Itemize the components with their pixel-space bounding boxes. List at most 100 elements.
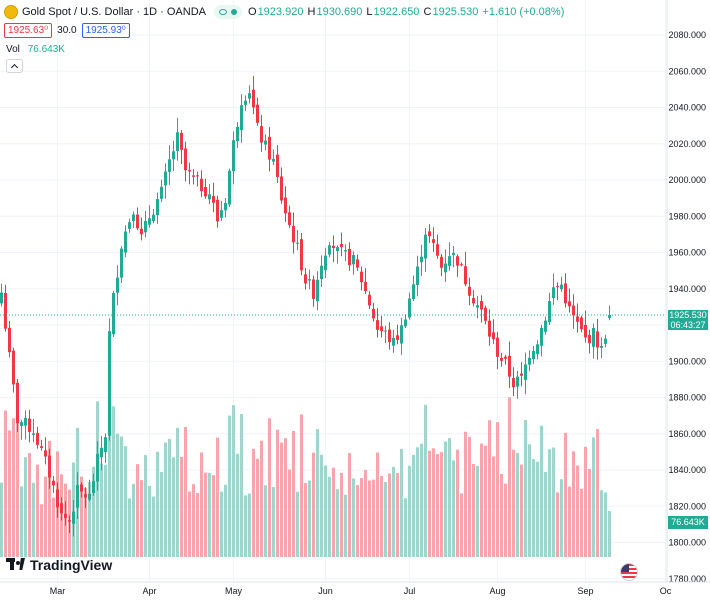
candle-body — [560, 284, 563, 290]
volume-bar — [124, 446, 127, 557]
volume-bars — [0, 377, 611, 557]
candle-body — [500, 357, 503, 361]
volume-bar — [460, 493, 463, 557]
candle-body — [64, 513, 67, 519]
candle-body — [528, 357, 531, 365]
volume-bar — [272, 487, 275, 557]
candle-body — [556, 286, 559, 288]
volume-bar — [276, 429, 279, 557]
volume-bar — [20, 486, 23, 557]
candle-body — [308, 279, 311, 281]
candle-body — [492, 332, 495, 340]
candle-body — [312, 279, 315, 299]
volume-bar — [496, 422, 499, 557]
volume-bar — [12, 418, 15, 557]
candle-body — [384, 330, 387, 332]
candle-body — [184, 148, 187, 171]
price-tick-label: 1780.000 — [668, 574, 706, 584]
candle-body — [460, 264, 463, 266]
volume-bar — [532, 459, 535, 557]
volume-bar — [52, 497, 55, 557]
candle-body — [260, 126, 263, 143]
volume-bar — [540, 425, 543, 557]
candle-body — [300, 239, 303, 271]
volume-bar — [292, 430, 295, 557]
time-scale[interactable]: Mar Apr May Jun Jul Aug Sep Oc — [0, 581, 710, 596]
candle-body — [352, 255, 355, 265]
price-scale[interactable]: 2080.000 2060.000 2040.000 2020.000 2000.000… — [666, 0, 706, 584]
candle-body — [496, 337, 499, 357]
volume-bar — [192, 484, 195, 557]
candle-body — [548, 301, 551, 323]
candle-body — [592, 327, 595, 347]
volume-bar — [436, 454, 439, 557]
low-label: L — [366, 6, 373, 18]
market-status[interactable] — [214, 5, 242, 19]
candle-body — [252, 89, 255, 108]
candle-body — [544, 320, 547, 332]
price-tick-label: 1820.000 — [668, 501, 706, 511]
symbol-title[interactable]: Gold Spot / U.S. Dollar · 1D · OANDA — [22, 6, 206, 18]
candle-body — [360, 271, 363, 283]
candle-body — [348, 248, 351, 266]
volume-label[interactable]: Vol — [6, 44, 20, 55]
volume-bar — [476, 465, 479, 557]
volume-bar — [148, 486, 151, 557]
volume-bar — [144, 455, 147, 557]
time-tick-label: Apr — [142, 586, 156, 596]
volume-bar — [92, 466, 95, 557]
candle-body — [220, 210, 223, 218]
volume-bar — [308, 480, 311, 557]
volume-bar — [368, 480, 371, 557]
candle-body — [24, 417, 27, 426]
volume-bar — [548, 449, 551, 557]
candle-body — [88, 493, 91, 500]
us-flag-icon[interactable] — [620, 563, 638, 581]
candle-body — [100, 447, 103, 458]
candle-body — [412, 284, 415, 300]
volume-bar — [456, 449, 459, 557]
spread-value: 30.0 — [57, 25, 77, 36]
volume-bar — [328, 476, 331, 557]
volume-bar — [440, 452, 443, 557]
volume-value: 76.643K — [27, 44, 65, 55]
volume-bar — [196, 493, 199, 557]
candle-body — [176, 132, 179, 151]
close-label: C — [423, 6, 432, 18]
price-tick-label: 1940.000 — [668, 284, 706, 294]
collapse-legend-button[interactable] — [6, 59, 23, 73]
volume-bar — [176, 427, 179, 557]
volume-legend: Vol 76.643K — [6, 44, 65, 55]
candle-body — [576, 316, 579, 322]
chevron-up-icon — [10, 63, 19, 72]
volume-bar — [252, 448, 255, 557]
volume-bar — [152, 496, 155, 557]
candle-body — [20, 422, 23, 427]
volume-bar — [164, 442, 167, 557]
volume-bar — [564, 432, 567, 557]
buy-price-button[interactable]: 1925.93⁰ — [81, 23, 130, 38]
tradingview-logo[interactable]: TradingView — [6, 557, 112, 573]
candle-body — [276, 154, 279, 177]
candle-body — [8, 327, 11, 353]
volume-bar — [604, 492, 607, 557]
candle-body — [536, 344, 539, 355]
candle-body — [156, 199, 159, 216]
candle-body — [4, 293, 7, 329]
volume-bar — [408, 465, 411, 557]
volume-bar — [312, 452, 315, 557]
candle-body — [208, 194, 211, 200]
volume-bar — [592, 437, 595, 557]
volume-bar — [512, 449, 515, 557]
volume-bar — [216, 437, 219, 557]
volume-bar — [344, 494, 347, 557]
candle-body — [316, 279, 319, 302]
volume-bar — [4, 410, 7, 557]
sell-price-button[interactable]: 1925.63⁰ — [4, 23, 53, 38]
candle-body — [484, 307, 487, 321]
volume-bar — [480, 443, 483, 557]
volume-bar — [492, 456, 495, 557]
candle-body — [240, 105, 243, 131]
candle-body — [200, 178, 203, 192]
